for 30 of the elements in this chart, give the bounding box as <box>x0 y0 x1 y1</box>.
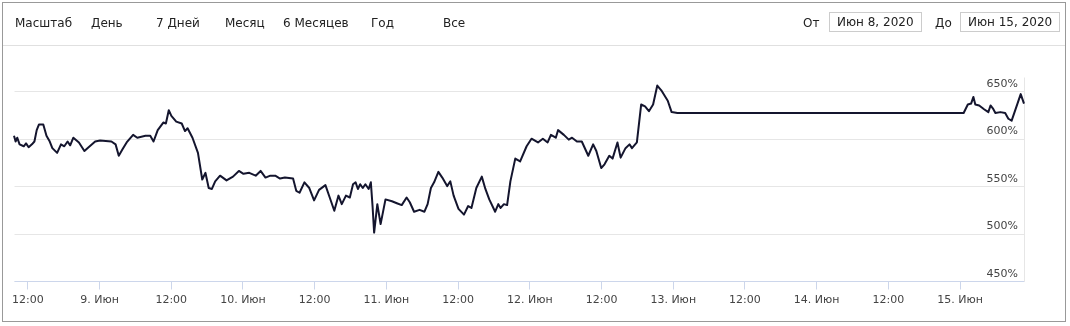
x-tick-label: 12. Июн <box>506 292 553 306</box>
text: Июн 15, 2020 <box>960 12 1061 32</box>
x-tick-label: 14. Июн <box>793 292 840 306</box>
x-tick-label: 12:00 <box>872 292 905 306</box>
text: Месяц <box>225 16 265 30</box>
text: До <box>935 16 952 30</box>
x-tick-label: 13. Июн <box>650 292 697 306</box>
x-tick-label: 9. Июн <box>80 292 119 306</box>
text: От <box>803 16 820 30</box>
text: 6 Месяцев <box>283 16 349 30</box>
y-tick-label: 650% <box>986 76 1018 90</box>
x-tick-label: 10. Июн <box>220 292 266 306</box>
x-tick-label: 12:00 <box>298 292 331 306</box>
x-tick-label: 12:00 <box>11 292 44 306</box>
y-tick-label: 600% <box>986 124 1018 138</box>
x-tick-label: 11. Июн <box>363 292 410 306</box>
x-tick-label: 15. Июн <box>937 292 983 306</box>
x-tick-label: 12:00 <box>155 292 188 306</box>
y-tick-label: 450% <box>986 266 1018 280</box>
text: Июн 8, 2020 <box>829 12 922 32</box>
text: Год <box>371 16 394 30</box>
x-tick-label: 12:00 <box>585 292 618 306</box>
text: Масштаб <box>15 16 73 30</box>
text: 7 Дней <box>156 16 200 30</box>
y-tick-label: 500% <box>986 219 1018 233</box>
text: День <box>91 16 123 30</box>
x-tick-label: 12:00 <box>729 292 761 306</box>
y-tick-label: 550% <box>986 171 1018 185</box>
x-tick-label: 12:00 <box>442 292 474 306</box>
text: Все <box>443 16 466 30</box>
